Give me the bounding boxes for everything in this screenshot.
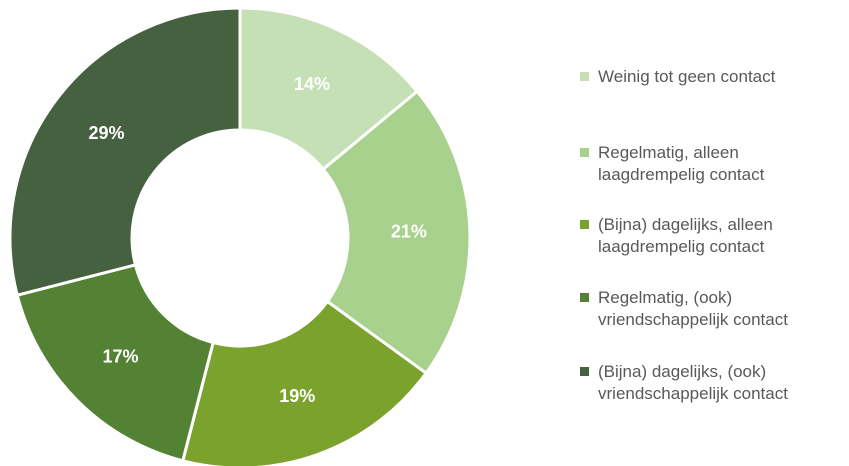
slice xyxy=(321,89,472,376)
legend-label: (Bijna) dagelijks, (ook) vriendschappeli… xyxy=(598,362,788,403)
data-label: 17% xyxy=(102,346,138,366)
legend-label: (Bijna) dagelijks, alleen laagdrempelig … xyxy=(598,215,773,256)
slice xyxy=(15,263,215,463)
slice xyxy=(238,6,420,172)
data-label: 14% xyxy=(294,74,330,94)
legend-item: Regelmatig, alleen laagdrempelig contact xyxy=(580,142,849,186)
legend-swatch xyxy=(580,72,589,81)
legend-swatch xyxy=(580,367,589,376)
legend-item: (Bijna) dagelijks, (ook) vriendschappeli… xyxy=(580,361,849,405)
legend-item: Weinig tot geen contact xyxy=(580,66,849,88)
slice xyxy=(8,6,242,298)
slice xyxy=(180,299,429,466)
legend-label: Weinig tot geen contact xyxy=(598,67,776,86)
legend-swatch xyxy=(580,148,589,157)
legend-label: Regelmatig, (ook) vriendschappelijk cont… xyxy=(598,288,788,329)
data-label: 19% xyxy=(279,386,315,406)
legend-item: (Bijna) dagelijks, alleen laagdrempelig … xyxy=(580,214,849,258)
data-label: 29% xyxy=(88,123,124,143)
legend-swatch xyxy=(580,220,589,229)
legend-swatch xyxy=(580,293,589,302)
legend-label: Regelmatig, alleen laagdrempelig contact xyxy=(598,143,765,184)
data-label: 21% xyxy=(391,221,427,241)
legend-item: Regelmatig, (ook) vriendschappelijk cont… xyxy=(580,287,849,331)
